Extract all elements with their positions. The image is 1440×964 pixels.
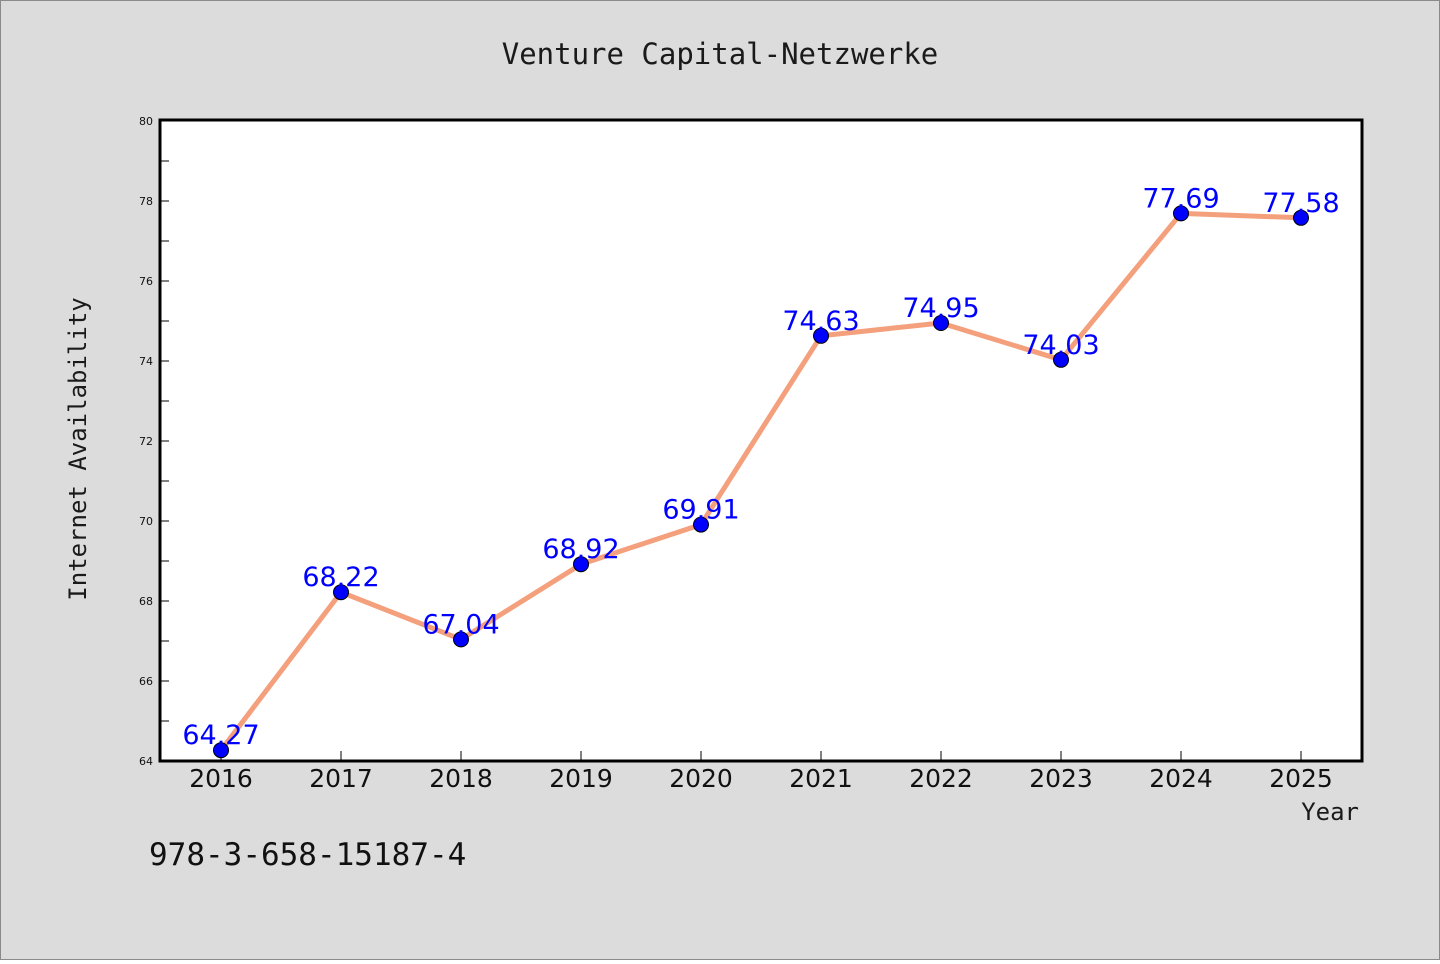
data-label: 69.91 xyxy=(662,495,739,526)
data-label: 68.92 xyxy=(542,534,619,565)
x-tick-label: 2025 xyxy=(1269,764,1333,793)
data-point xyxy=(813,327,829,344)
y-tick-label: 66 xyxy=(139,675,153,688)
data-label: 68.22 xyxy=(302,562,379,593)
y-tick-label: 80 xyxy=(139,115,153,128)
data-label: 74.95 xyxy=(902,293,979,324)
y-tick-label: 68 xyxy=(139,595,153,608)
x-tick-label: 2017 xyxy=(309,764,373,793)
y-tick-label: 74 xyxy=(139,355,153,368)
data-point xyxy=(693,516,709,533)
x-tick-label: 2023 xyxy=(1029,764,1093,793)
x-tick-label: 2019 xyxy=(549,764,613,793)
data-point xyxy=(933,315,949,331)
x-axis: 2016 2017 2018 2019 2020 2021 2022 2023 2024 2025 xyxy=(189,751,1333,793)
chart-title: Venture Capital-Netzwerke xyxy=(502,37,939,71)
data-point xyxy=(1173,205,1189,222)
series-line xyxy=(219,210,1302,752)
data-label: 77.58 xyxy=(1262,188,1339,219)
data-point xyxy=(573,556,589,573)
isbn-text: 978-3-658-15187-4 xyxy=(149,837,466,873)
y-axis-label: Internet Availability xyxy=(64,297,92,600)
x-tick-label: 2018 xyxy=(429,764,493,793)
data-point xyxy=(1053,351,1069,368)
x-tick-label: 2024 xyxy=(1149,764,1213,793)
data-label: 74.63 xyxy=(782,306,859,337)
y-tick-label: 78 xyxy=(139,195,153,208)
data-label: 67.04 xyxy=(422,609,499,640)
x-axis-label: Year xyxy=(1301,798,1359,826)
data-point xyxy=(1293,209,1309,226)
data-label: 64.27 xyxy=(182,720,259,751)
data-labels-layer: 64.27 68.22 67.04 68.92 69.91 74.63 74.95 74.03… xyxy=(182,183,1339,751)
data-label: 77.69 xyxy=(1142,183,1219,214)
data-label: 74.03 xyxy=(1022,330,1099,361)
data-point xyxy=(453,631,469,648)
x-tick-label: 2016 xyxy=(189,764,253,793)
data-point xyxy=(333,584,349,601)
series-layer xyxy=(213,205,1309,759)
y-tick-label: 64 xyxy=(139,755,153,768)
x-tick-label: 2022 xyxy=(909,764,973,793)
plot-area xyxy=(158,118,1364,763)
y-axis: 64 66 68 70 72 74 76 78 80 xyxy=(139,115,169,768)
x-tick-label: 2021 xyxy=(789,764,853,793)
data-point xyxy=(213,742,229,759)
y-tick-label: 76 xyxy=(139,275,153,288)
y-tick-label: 70 xyxy=(139,515,153,528)
x-tick-label: 2020 xyxy=(669,764,733,793)
y-tick-label: 72 xyxy=(139,435,153,448)
